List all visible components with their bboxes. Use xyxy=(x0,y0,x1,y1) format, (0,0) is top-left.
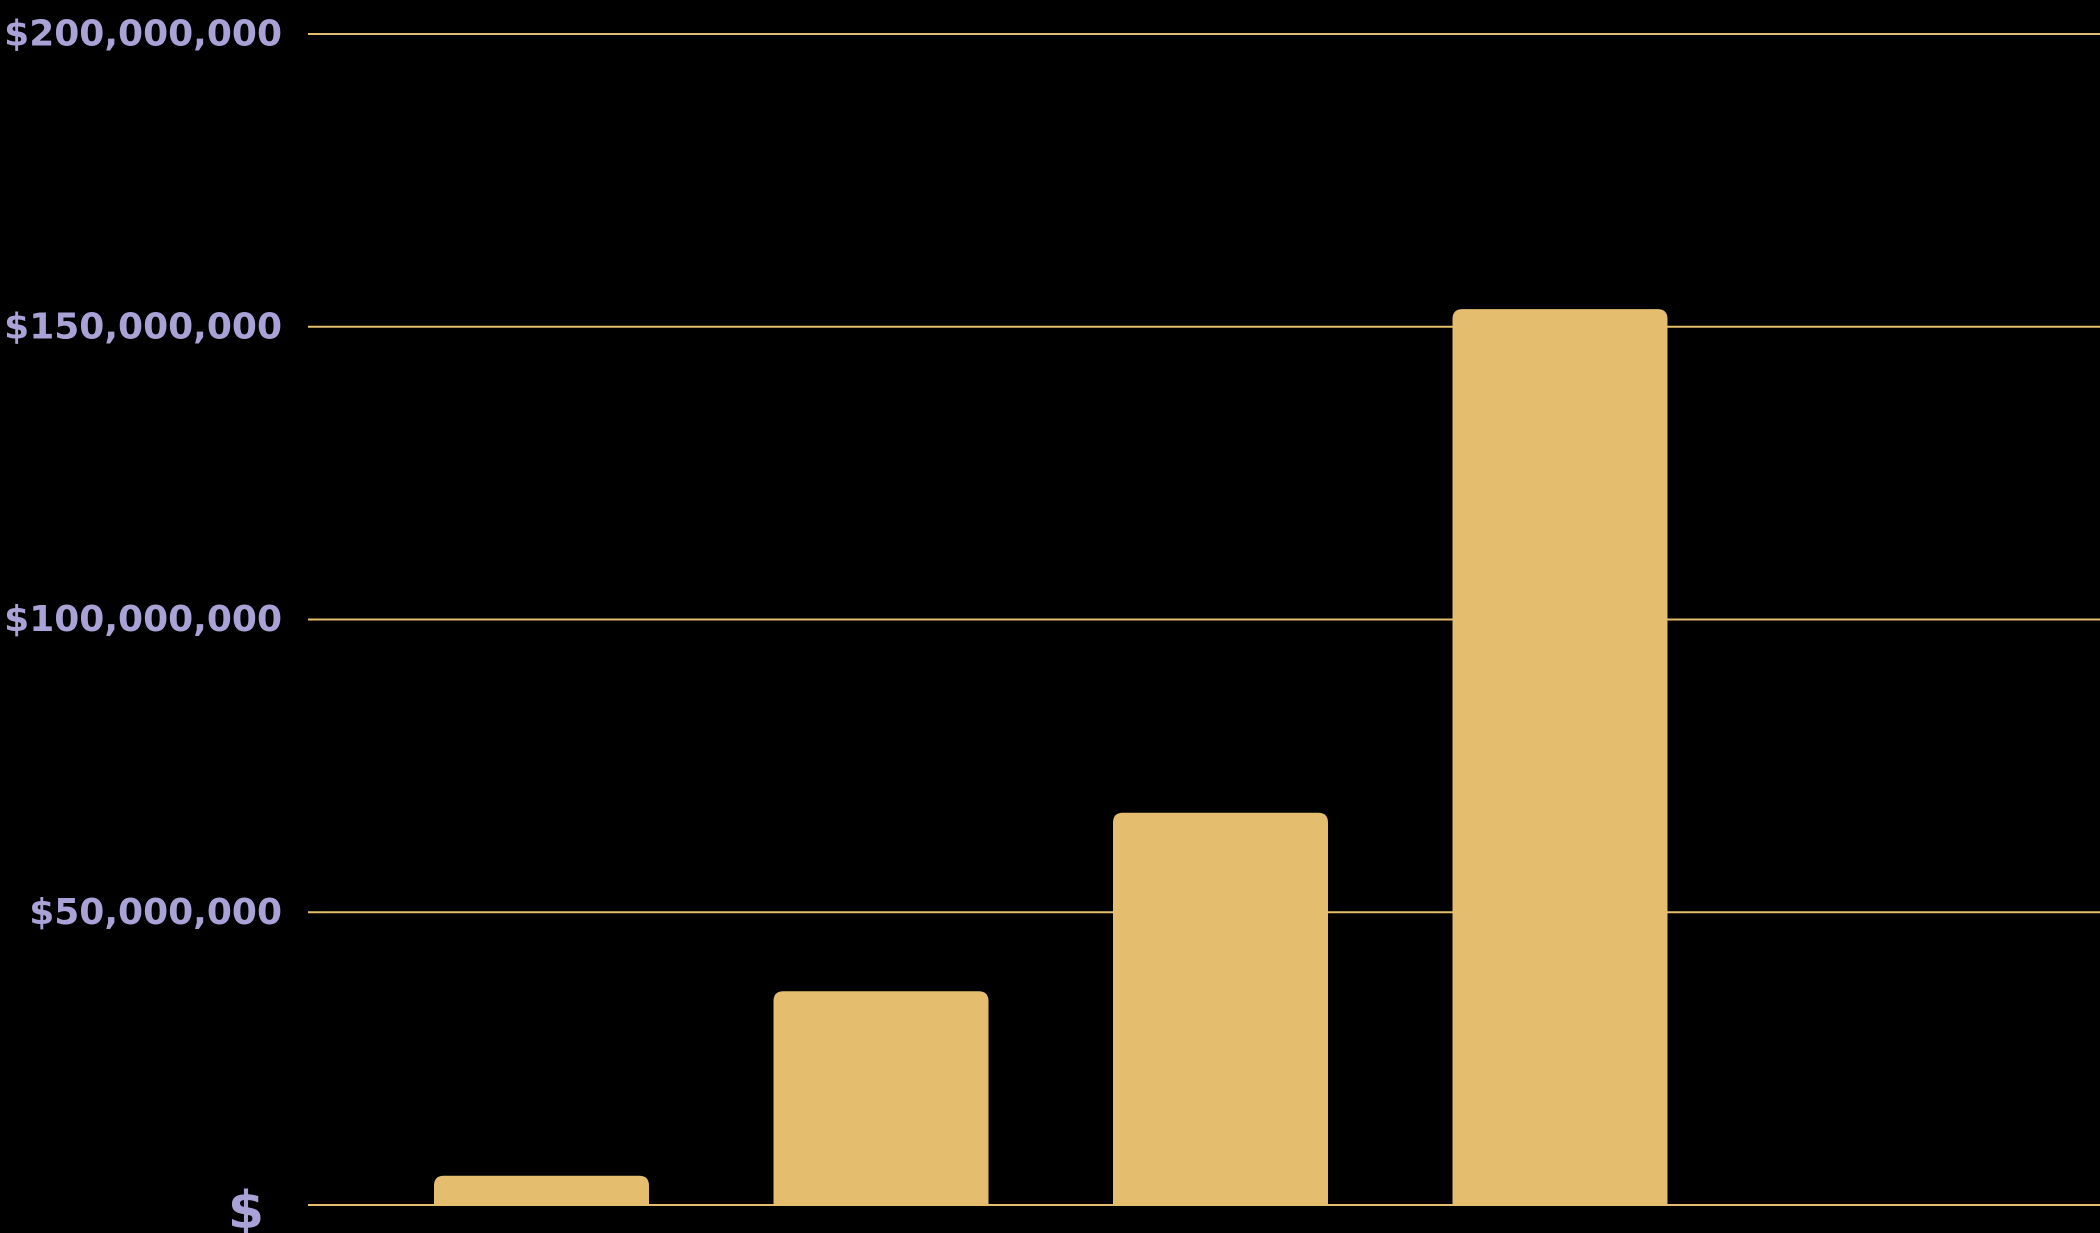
bar xyxy=(773,991,989,1205)
bar xyxy=(434,1175,649,1205)
y-axis-tick-labels: $ $50,000,000 $100,000,000 $150,000,000 $200… xyxy=(4,14,282,1233)
y-tick-label: $200,000,000 xyxy=(4,14,282,55)
y-tick-label: $150,000,000 xyxy=(4,306,282,347)
y-tick-label: $100,000,000 xyxy=(4,599,282,640)
y-tick-label: $50,000,000 xyxy=(29,892,282,933)
gridlines xyxy=(308,33,2100,1206)
bars xyxy=(434,309,1668,1205)
bar xyxy=(1452,309,1668,1205)
bar xyxy=(1113,812,1328,1205)
y-tick-label: $ xyxy=(228,1181,264,1233)
